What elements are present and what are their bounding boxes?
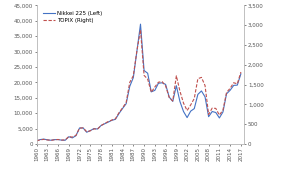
Nikkei 225 (Left)	[239, 73, 243, 75]
Nikkei 225 (Left)	[210, 111, 214, 113]
Nikkei 225 (Left)	[175, 85, 178, 87]
Legend: Nikkei 225 (Left), TOPIX (Right): Nikkei 225 (Left), TOPIX (Right)	[44, 11, 102, 23]
Nikkei 225 (Left)	[232, 84, 235, 86]
Nikkei 225 (Left)	[81, 127, 85, 129]
Nikkei 225 (Left)	[85, 131, 89, 133]
TOPIX (Right)	[232, 82, 235, 84]
TOPIX (Right)	[189, 104, 192, 106]
Line: TOPIX (Right): TOPIX (Right)	[37, 30, 241, 141]
Line: Nikkei 225 (Left): Nikkei 225 (Left)	[37, 24, 241, 141]
TOPIX (Right)	[210, 107, 214, 109]
TOPIX (Right)	[85, 131, 89, 133]
Nikkei 225 (Left)	[139, 23, 142, 25]
TOPIX (Right)	[35, 140, 38, 142]
TOPIX (Right)	[239, 71, 243, 73]
Nikkei 225 (Left)	[189, 110, 192, 112]
Nikkei 225 (Left)	[35, 140, 38, 142]
TOPIX (Right)	[175, 75, 178, 77]
TOPIX (Right)	[139, 29, 142, 31]
TOPIX (Right)	[81, 127, 85, 129]
